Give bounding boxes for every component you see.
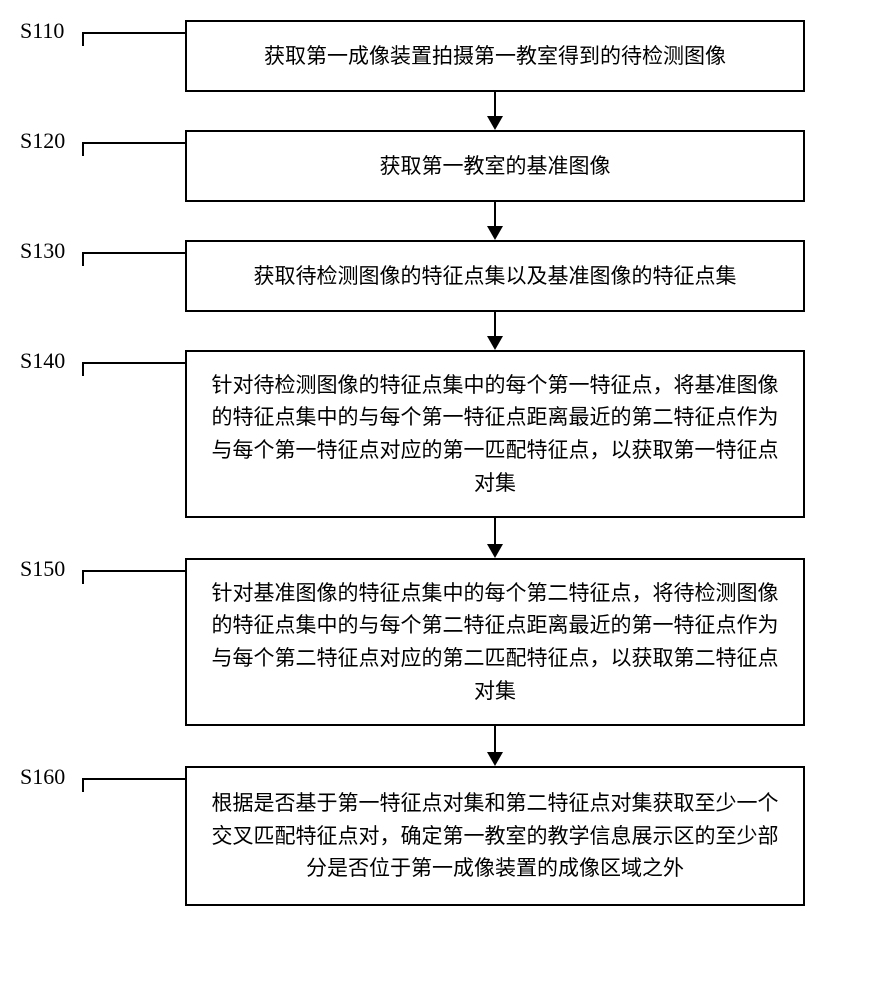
step-label-s130: S130 — [20, 238, 65, 264]
arrow-line-s140 — [494, 518, 496, 546]
label-connector-s160 — [82, 778, 185, 780]
step-box-s160: 根据是否基于第一特征点对集和第二特征点对集获取至少一个交叉匹配特征点对，确定第一… — [185, 766, 805, 906]
label-connector-s140 — [82, 362, 185, 364]
step-text-s110: 获取第一成像装置拍摄第一教室得到的待检测图像 — [264, 40, 726, 73]
arrow-line-s120 — [494, 202, 496, 228]
step-box-s140: 针对待检测图像的特征点集中的每个第一特征点，将基准图像的特征点集中的与每个第一特… — [185, 350, 805, 518]
step-text-s160: 根据是否基于第一特征点对集和第二特征点对集获取至少一个交叉匹配特征点对，确定第一… — [211, 787, 779, 885]
step-text-s150: 针对基准图像的特征点集中的每个第二特征点，将待检测图像的特征点集中的与每个第二特… — [211, 577, 779, 707]
step-label-s160: S160 — [20, 764, 65, 790]
label-connector-s120 — [82, 142, 185, 144]
arrow-head-s120 — [487, 226, 503, 240]
step-box-s150: 针对基准图像的特征点集中的每个第二特征点，将待检测图像的特征点集中的与每个第二特… — [185, 558, 805, 726]
step-label-s110: S110 — [20, 18, 64, 44]
step-text-s130: 获取待检测图像的特征点集以及基准图像的特征点集 — [254, 260, 737, 293]
label-connector-tick-s150 — [82, 570, 84, 584]
step-box-s120: 获取第一教室的基准图像 — [185, 130, 805, 202]
label-connector-tick-s130 — [82, 252, 84, 266]
step-label-s150: S150 — [20, 556, 65, 582]
label-connector-s150 — [82, 570, 185, 572]
label-connector-tick-s160 — [82, 778, 84, 792]
step-box-s130: 获取待检测图像的特征点集以及基准图像的特征点集 — [185, 240, 805, 312]
arrow-head-s130 — [487, 336, 503, 350]
arrow-line-s130 — [494, 312, 496, 338]
step-box-s110: 获取第一成像装置拍摄第一教室得到的待检测图像 — [185, 20, 805, 92]
label-connector-s130 — [82, 252, 185, 254]
label-connector-tick-s110 — [82, 32, 84, 46]
step-label-s140: S140 — [20, 348, 65, 374]
label-connector-s110 — [82, 32, 185, 34]
arrow-line-s150 — [494, 726, 496, 754]
step-label-s120: S120 — [20, 128, 65, 154]
flowchart-canvas: S110 获取第一成像装置拍摄第一教室得到的待检测图像 S120 获取第一教室的基准图… — [10, 10, 880, 990]
arrow-head-s140 — [487, 544, 503, 558]
arrow-head-s110 — [487, 116, 503, 130]
label-connector-tick-s140 — [82, 362, 84, 376]
arrow-head-s150 — [487, 752, 503, 766]
step-text-s120: 获取第一教室的基准图像 — [380, 150, 611, 183]
step-text-s140: 针对待检测图像的特征点集中的每个第一特征点，将基准图像的特征点集中的与每个第一特… — [211, 369, 779, 499]
arrow-line-s110 — [494, 92, 496, 118]
label-connector-tick-s120 — [82, 142, 84, 156]
